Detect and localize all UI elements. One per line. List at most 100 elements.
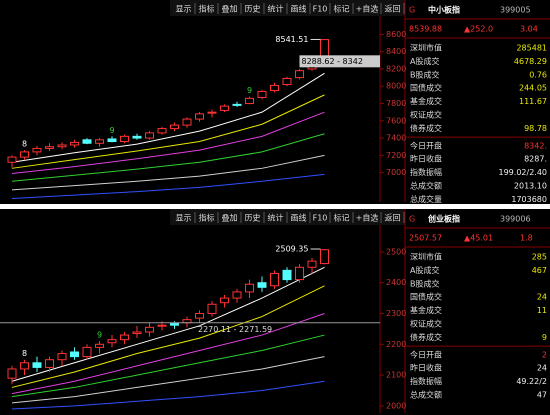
- ma-line: [11, 72, 325, 163]
- toolbar-button[interactable]: 画线: [291, 4, 307, 14]
- row-value: 244.05: [519, 84, 547, 93]
- toolbar-button[interactable]: 标记: [334, 4, 350, 14]
- toolbar-button[interactable]: F10: [313, 5, 328, 14]
- row-value: 1703680: [511, 195, 547, 204]
- row-label: 指数振幅: [410, 376, 442, 386]
- toolbar-button[interactable]: 显示: [176, 5, 192, 14]
- ma-line: [11, 154, 325, 191]
- row-value: 0.76: [529, 70, 547, 79]
- row-label: 基金成交: [410, 305, 442, 315]
- candle-body: [270, 84, 279, 92]
- toolbar-button[interactable]: 画线: [291, 213, 307, 223]
- candle-body: [70, 351, 79, 358]
- candle-body: [220, 297, 229, 304]
- y-tick-label: 7200: [386, 151, 406, 160]
- candle-body: [232, 291, 242, 299]
- candle-body: [107, 138, 117, 143]
- y-tick-label: 2300: [386, 309, 406, 318]
- change: ▲252.0: [464, 25, 493, 34]
- y-tick-label: 7000: [386, 168, 406, 177]
- candle-body: [170, 124, 179, 130]
- candle-body: [70, 141, 79, 146]
- candle-body: [195, 113, 204, 120]
- row-label: 指数振幅: [410, 167, 442, 177]
- row-label: 基金成交: [410, 96, 442, 106]
- toolbar-button[interactable]: +自选: [356, 213, 379, 223]
- row-label: 债券成交: [410, 332, 442, 342]
- market-tag: G: [409, 215, 415, 224]
- row-label: 债券成交: [410, 123, 442, 133]
- row-label: 深圳市值: [410, 43, 442, 53]
- ma-line: [11, 173, 325, 200]
- toolbar-button[interactable]: 叠加: [222, 4, 238, 14]
- row-label: B股成交: [410, 278, 440, 288]
- toolbar-button[interactable]: 指标: [199, 4, 215, 14]
- row-value: 8287.: [524, 155, 547, 164]
- toolbar-button[interactable]: 历史: [245, 213, 261, 223]
- row-label: 深圳市值: [410, 252, 442, 262]
- candle-body: [307, 260, 317, 268]
- row-label: 国债成交: [410, 292, 442, 302]
- row-label: 总成交额: [410, 390, 442, 400]
- row-value: 24: [537, 364, 547, 373]
- candle-body: [320, 249, 329, 265]
- range-label: 2270.11 - 2271.59: [198, 325, 272, 334]
- candle-body: [282, 77, 292, 86]
- ma-line: [11, 334, 325, 398]
- index-name: 创业板指: [427, 214, 460, 224]
- change: ▲45.01: [464, 234, 493, 243]
- candle-body: [57, 353, 67, 361]
- candle-body: [182, 118, 192, 126]
- toolbar-button[interactable]: 返回: [385, 214, 401, 223]
- ma-line: [11, 313, 325, 395]
- price: 2507.57: [409, 234, 442, 243]
- y-tick-label: 2500: [386, 247, 406, 256]
- row-value: 4678.29: [514, 57, 547, 66]
- percent: 1.8: [520, 234, 533, 243]
- y-tick-label: 7800: [386, 99, 406, 108]
- toolbar-button[interactable]: 统计: [268, 213, 284, 223]
- row-value: 2: [542, 350, 547, 359]
- candle-body: [120, 334, 129, 341]
- row-label: A股成交: [410, 265, 439, 275]
- y-tick-label: 2200: [386, 340, 406, 349]
- candle-body: [32, 362, 42, 368]
- candle-body: [132, 135, 142, 139]
- toolbar-button[interactable]: F10: [313, 214, 328, 223]
- peak-label: 8541.51: [275, 35, 308, 44]
- index-name: 中小板指: [428, 5, 460, 15]
- candle-body: [45, 359, 54, 368]
- row-label: 总成交量: [410, 194, 442, 204]
- row-value: 2013.10: [514, 182, 547, 191]
- row-value: 11: [537, 306, 547, 315]
- candle-body: [220, 105, 229, 111]
- toolbar-button[interactable]: 历史: [245, 4, 261, 14]
- row-label: 权证成交: [410, 110, 442, 120]
- candle-body: [7, 156, 17, 163]
- toolbar-button[interactable]: 叠加: [222, 213, 238, 223]
- row-value: 8342.: [524, 141, 547, 150]
- toolbar-button[interactable]: 统计: [268, 4, 284, 14]
- y-tick-label: 2000: [386, 401, 406, 410]
- candle-body: [295, 70, 304, 79]
- ma-line: [11, 380, 325, 410]
- candle-body: [170, 322, 179, 326]
- y-tick-label: 8000: [386, 82, 406, 91]
- y-tick-label: 8400: [386, 47, 406, 56]
- toolbar-button[interactable]: 标记: [334, 213, 350, 223]
- candle-body: [157, 324, 167, 327]
- row-value: 24: [537, 293, 547, 302]
- ma-line: [11, 356, 325, 404]
- candle-body: [145, 132, 154, 139]
- toolbar-button[interactable]: 指标: [199, 213, 215, 223]
- toolbar-button[interactable]: +自选: [356, 4, 379, 14]
- toolbar-button[interactable]: 显示: [176, 214, 192, 223]
- candle-body: [320, 39, 329, 58]
- candle-body: [32, 147, 42, 153]
- row-value: 9: [542, 333, 547, 342]
- toolbar-button[interactable]: 返回: [385, 5, 401, 14]
- candle-body: [207, 111, 217, 114]
- signal-label: 9: [247, 86, 252, 95]
- signal-label: 8: [22, 140, 27, 149]
- row-label: 权证成交: [410, 319, 442, 329]
